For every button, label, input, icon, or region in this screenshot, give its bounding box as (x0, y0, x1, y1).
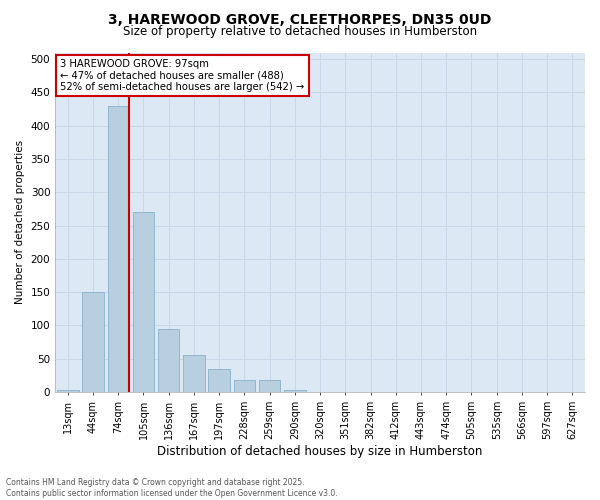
Bar (208, 368, 230, 392)
Bar (259, 380, 280, 392)
Text: 3 HAREWOOD GROVE: 97sqm
← 47% of detached houses are smaller (488)
52% of semi-d: 3 HAREWOOD GROVE: 97sqm ← 47% of detache… (61, 60, 305, 92)
Bar (158, 328, 179, 392)
Bar (133, 212, 154, 392)
Text: 3, HAREWOOD GROVE, CLEETHORPES, DN35 0UD: 3, HAREWOOD GROVE, CLEETHORPES, DN35 0UD (109, 12, 491, 26)
X-axis label: Distribution of detached houses by size in Humberston: Distribution of detached houses by size … (157, 444, 483, 458)
Bar (57, 390, 79, 392)
Bar (107, 106, 129, 392)
Bar (82, 292, 104, 392)
Text: Size of property relative to detached houses in Humberston: Size of property relative to detached ho… (123, 25, 477, 38)
Bar (183, 356, 205, 392)
Bar (284, 390, 305, 392)
Y-axis label: Number of detached properties: Number of detached properties (15, 140, 25, 304)
Text: Contains HM Land Registry data © Crown copyright and database right 2025.
Contai: Contains HM Land Registry data © Crown c… (6, 478, 338, 498)
Bar (233, 380, 255, 392)
